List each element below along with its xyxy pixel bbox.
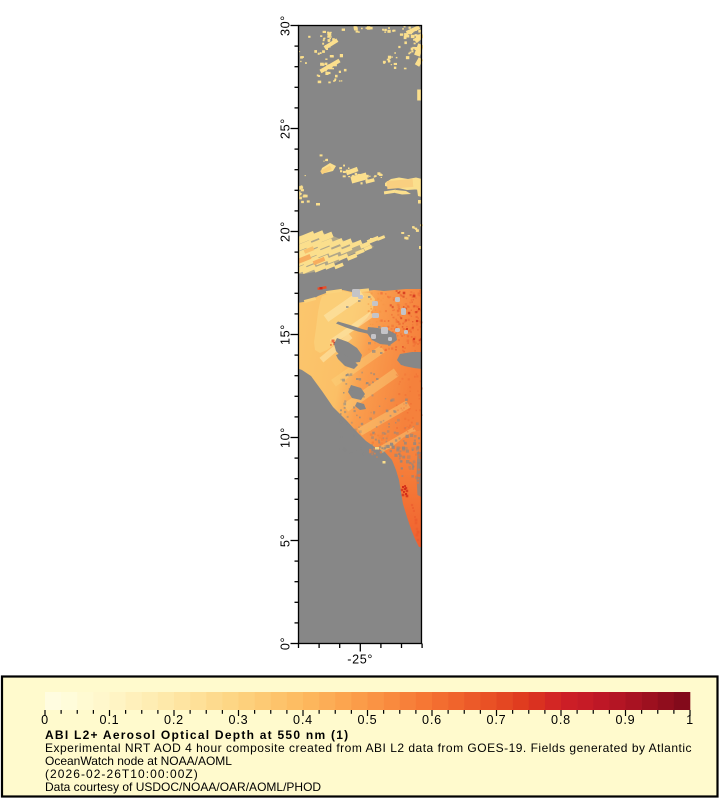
svg-text:1: 1 <box>686 713 694 727</box>
svg-text:30°: 30° <box>278 15 292 36</box>
svg-text:0.7: 0.7 <box>487 713 507 727</box>
svg-text:20°: 20° <box>278 221 292 242</box>
svg-text:25°: 25° <box>278 118 292 139</box>
svg-text:0.9: 0.9 <box>616 713 636 727</box>
svg-text:0.6: 0.6 <box>422 713 442 727</box>
svg-text:ABI L2+ Aerosol Optical Depth: ABI L2+ Aerosol Optical Depth at 550 nm … <box>45 728 349 742</box>
svg-text:0.2: 0.2 <box>164 713 184 727</box>
svg-text:0.4: 0.4 <box>293 713 313 727</box>
svg-text:10°: 10° <box>278 427 292 448</box>
svg-text:Data courtesy of USDOC/NOAA/OA: Data courtesy of USDOC/NOAA/OAR/AOML/PHO… <box>45 780 321 794</box>
svg-text:-25°: -25° <box>347 653 373 667</box>
svg-text:5°: 5° <box>278 534 292 547</box>
svg-text:0.1: 0.1 <box>100 713 120 727</box>
svg-text:(2026-02-26T10:00:00Z): (2026-02-26T10:00:00Z) <box>45 767 199 781</box>
svg-text:0.5: 0.5 <box>358 713 378 727</box>
svg-text:0.8: 0.8 <box>551 713 571 727</box>
svg-text:0: 0 <box>41 713 49 727</box>
svg-text:OceanWatch node at NOAA/AOML: OceanWatch node at NOAA/AOML <box>45 754 232 768</box>
svg-text:Experimental NRT AOD 4 hour co: Experimental NRT AOD 4 hour composite cr… <box>45 741 692 755</box>
svg-text:0.3: 0.3 <box>229 713 249 727</box>
svg-text:15°: 15° <box>278 324 292 345</box>
svg-text:0°: 0° <box>278 637 292 650</box>
